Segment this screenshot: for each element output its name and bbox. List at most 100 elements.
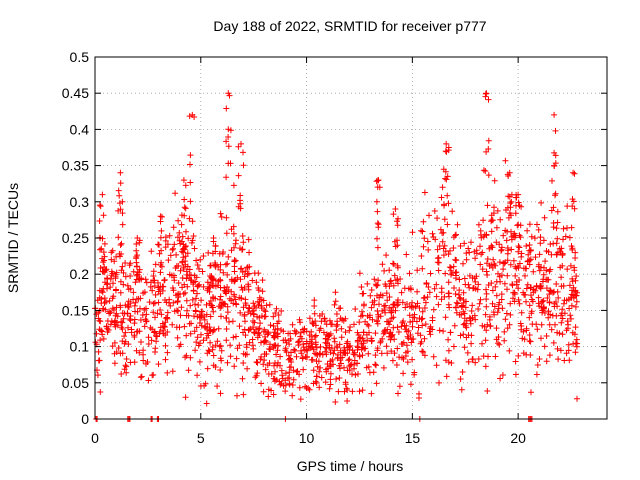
data-point — [366, 369, 373, 376]
data-point — [349, 371, 355, 378]
data-point — [222, 261, 229, 268]
data-point — [322, 379, 329, 386]
data-point — [473, 250, 480, 257]
data-point — [452, 304, 459, 311]
data-point — [262, 328, 269, 335]
data-point — [486, 245, 493, 252]
data-point — [569, 245, 576, 252]
data-point — [379, 335, 386, 342]
data-point — [150, 371, 157, 378]
data-point — [360, 302, 367, 309]
data-point — [254, 359, 261, 366]
data-point — [524, 258, 531, 265]
data-point — [133, 241, 140, 247]
data-point — [386, 321, 392, 328]
data-point — [546, 321, 553, 328]
data-point — [369, 316, 376, 323]
y-tick-label: 0.25 — [62, 230, 89, 246]
data-point — [458, 386, 465, 393]
data-point — [550, 224, 557, 231]
data-point — [183, 352, 190, 359]
data-point — [526, 242, 533, 248]
data-point — [241, 313, 248, 319]
data-point — [122, 302, 129, 309]
data-point — [183, 297, 190, 304]
data-point — [169, 246, 176, 253]
data-point — [201, 382, 208, 389]
data-point — [98, 288, 105, 294]
data-point — [101, 295, 108, 302]
data-point — [372, 352, 379, 359]
data-point — [552, 321, 558, 328]
data-point — [327, 381, 334, 388]
data-point — [475, 221, 482, 228]
data-point — [440, 328, 447, 335]
data-point — [454, 300, 461, 307]
data-point — [386, 267, 393, 274]
data-point — [527, 247, 534, 253]
data-point — [391, 350, 398, 357]
data-point — [242, 268, 249, 275]
data-point — [508, 246, 515, 253]
data-point — [540, 304, 547, 310]
data-point — [153, 338, 160, 345]
data-point — [558, 319, 565, 326]
data-point — [514, 222, 521, 229]
data-point — [453, 257, 460, 264]
data-point — [477, 296, 484, 303]
data-point — [556, 245, 563, 252]
data-point — [231, 244, 237, 251]
data-point — [569, 329, 576, 336]
data-point — [445, 279, 452, 286]
data-point — [119, 310, 126, 317]
data-point — [225, 90, 232, 97]
data-point — [155, 284, 162, 291]
data-point — [306, 332, 313, 339]
data-point — [535, 226, 542, 233]
data-point — [182, 205, 189, 212]
data-point — [573, 336, 580, 343]
data-point — [165, 257, 172, 264]
data-point — [189, 237, 196, 244]
data-point — [394, 222, 401, 229]
data-point — [246, 326, 253, 333]
data-point — [258, 353, 265, 360]
data-point — [254, 313, 261, 320]
data-point — [460, 299, 467, 306]
data-point — [327, 358, 334, 365]
data-point — [192, 347, 199, 354]
data-point — [515, 221, 522, 228]
data-point — [341, 364, 347, 371]
data-point — [252, 374, 259, 381]
data-point — [337, 305, 344, 312]
data-point — [452, 291, 459, 297]
data-point — [115, 234, 122, 241]
data-point — [498, 247, 505, 254]
data-point — [272, 310, 279, 316]
data-point — [189, 218, 196, 225]
data-point — [143, 279, 150, 286]
data-point — [274, 347, 281, 354]
data-point — [529, 298, 536, 305]
data-point — [524, 227, 531, 234]
data-point — [559, 252, 566, 259]
data-point — [117, 169, 124, 176]
data-point — [526, 338, 533, 344]
data-point — [216, 250, 223, 257]
data-point — [475, 306, 482, 312]
data-point — [408, 339, 415, 346]
data-point — [384, 326, 391, 333]
data-point — [558, 274, 565, 281]
data-point — [526, 332, 533, 338]
data-point — [301, 325, 308, 332]
data-point — [218, 313, 224, 320]
data-point — [473, 273, 480, 280]
data-point — [434, 215, 441, 222]
data-point — [417, 340, 424, 347]
data-point — [174, 334, 181, 341]
data-point — [392, 206, 399, 212]
data-point — [541, 310, 548, 316]
data-point — [193, 295, 199, 302]
data-point — [438, 285, 445, 292]
data-point — [95, 357, 102, 364]
